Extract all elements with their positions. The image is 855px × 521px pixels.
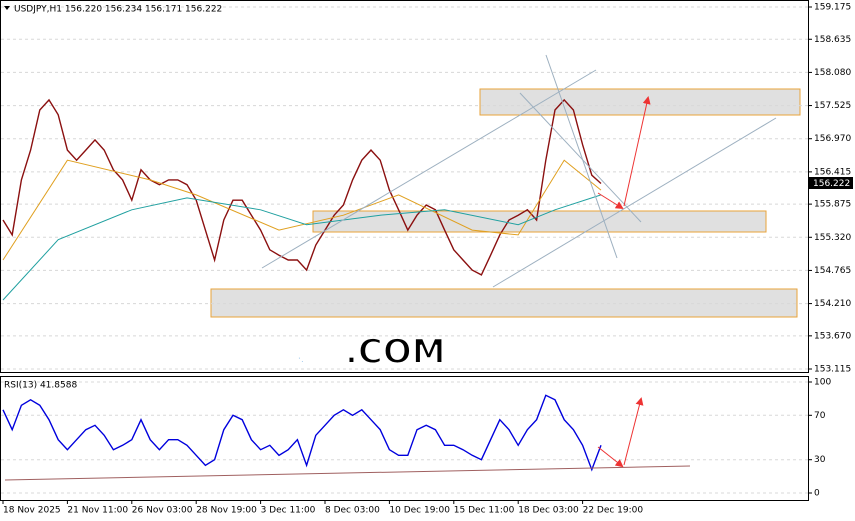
arrow [597, 446, 624, 468]
x-tick-label: 18 Dec 03:00 [518, 506, 579, 516]
y-tick-label: 154.210 [814, 299, 851, 309]
y-tick-label: 158.635 [814, 35, 851, 45]
y-tick-label: 156.970 [814, 134, 851, 144]
arrow [597, 192, 624, 210]
x-tick-label: 18 Nov 2025 [3, 506, 61, 516]
price-line [2, 98, 602, 276]
zone [312, 210, 767, 233]
current-price: 156.222 [813, 179, 850, 189]
y-tick-label: 159.175 [814, 3, 851, 13]
main-frame [0, 0, 809, 373]
trend-lines [4, 54, 777, 481]
channel-line [261, 69, 597, 269]
rsi-header: RSI(13) 41.8588 [4, 381, 77, 391]
forecast-arrows [597, 96, 651, 468]
y-tick-label: 100 [814, 378, 831, 388]
y-tick-label: 30 [814, 455, 826, 465]
y-tick-label: 158.080 [814, 68, 851, 78]
x-tick-label: 10 Dec 19:00 [389, 506, 450, 516]
rsi-trend-line [4, 465, 691, 481]
watermark: BELINVESTOR.COM [275, 332, 446, 372]
x-tick-label: 28 Nov 19:00 [196, 506, 257, 516]
x-tick-label: 26 Nov 03:00 [132, 506, 193, 516]
y-tick-label: 153.670 [814, 331, 851, 341]
y-tick-label: 153.115 [814, 365, 851, 375]
y-tick-label: 157.525 [814, 101, 851, 111]
indicator-line [2, 194, 602, 301]
y-tick-label: 155.320 [814, 233, 851, 243]
arrow [623, 397, 644, 466]
zone [479, 88, 801, 116]
x-tick-label: 15 Dec 11:00 [454, 506, 515, 516]
grid [1, 6, 808, 494]
support-resistance-zones [210, 88, 801, 318]
rsi-frame [0, 376, 809, 501]
symbol-header: USDJPY,H1 156.220 156.234 156.171 156.22… [14, 5, 222, 15]
channel-line [492, 117, 777, 288]
watermark-part: .COM [345, 332, 446, 372]
x-tick-label: 8 Dec 03:00 [325, 506, 380, 516]
x-tick-label: 21 Nov 11:00 [67, 506, 128, 516]
y-tick-label: 155.875 [814, 200, 851, 210]
menu-triangle [4, 6, 10, 10]
channel-line [519, 92, 642, 223]
channel-line [545, 54, 618, 259]
y-tick-label: 156.415 [814, 167, 851, 177]
price-tag [809, 177, 853, 189]
x-tick-label: 3 Dec 11:00 [261, 506, 316, 516]
watermark-part: BEL [275, 356, 294, 366]
arrow [623, 96, 651, 207]
y-tick-label: 0 [814, 489, 820, 499]
y-tick-label: 154.765 [814, 266, 851, 276]
price-line [2, 394, 602, 472]
watermark-part: INVESTOR [294, 356, 345, 366]
indicator-line [2, 159, 602, 261]
x-tick-label: 22 Dec 19:00 [583, 506, 644, 516]
y-tick-label: 70 [814, 411, 826, 421]
frames [0, 0, 809, 501]
zone [210, 288, 798, 318]
series [2, 98, 602, 472]
